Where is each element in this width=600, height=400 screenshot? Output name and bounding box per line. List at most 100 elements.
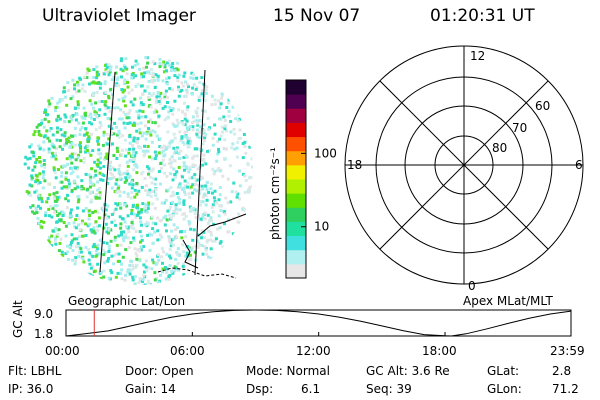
emission-pixel [94,254,98,258]
emission-pixel [42,220,46,224]
emission-pixel [156,229,160,233]
emission-pixel [230,190,234,194]
emission-pixel [196,106,200,110]
emission-pixel [183,230,187,233]
emission-pixel [75,112,79,116]
emission-pixel [60,250,64,254]
emission-pixel [200,76,204,79]
emission-pixel [79,250,83,254]
emission-pixel [238,184,242,188]
emission-pixel [59,218,63,222]
emission-pixel [40,225,44,229]
emission-pixel [140,72,144,76]
emission-pixel [174,228,177,232]
emission-pixel [132,147,136,151]
emission-pixel [41,170,45,174]
emission-pixel [148,175,152,179]
polar-diagonal [379,80,549,250]
emission-pixel [53,208,57,212]
emission-pixel [217,150,221,154]
emission-pixel [206,238,210,242]
emission-pixel [235,155,239,159]
emission-pixel [139,278,142,282]
emission-pixel [28,145,32,149]
emission-pixel [184,215,188,218]
emission-pixel [107,247,111,251]
emission-pixel [39,133,43,137]
emission-pixel [155,110,159,114]
emission-pixel [88,82,91,86]
emission-pixel [64,115,68,119]
emission-pixel [167,254,171,258]
emission-pixel [170,65,174,69]
emission-pixel [47,182,51,186]
emission-pixel [64,171,68,175]
emission-pixel [86,248,90,251]
emission-pixel [229,200,233,204]
glat-value: 2.8 [552,364,572,378]
emission-pixel [105,241,109,245]
emission-pixel [121,148,124,152]
emission-pixel [153,206,157,210]
emission-pixel [190,71,194,75]
emission-pixel [132,121,136,125]
emission-pixel [191,86,195,90]
dsp-label: Dsp: [246,382,274,396]
emission-pixel [250,165,253,169]
emission-pixel [168,205,172,209]
emission-pixel [207,221,210,225]
emission-pixel [56,214,60,217]
emission-pixel [138,67,141,71]
emission-pixel [138,249,142,253]
emission-pixel [209,238,213,242]
emission-pixel [239,136,243,140]
emission-pixel [136,122,140,126]
emission-pixel [91,93,95,97]
emission-pixel [204,194,208,198]
emission-pixel [139,121,143,125]
emission-pixel [188,165,192,169]
emission-pixel [203,245,207,249]
emission-pixel [217,167,221,170]
emission-pixel [95,114,99,118]
emission-pixel [140,208,144,212]
emission-pixel [88,251,92,255]
emission-pixel [55,118,59,122]
emission-pixel [182,187,186,191]
emission-pixel [185,245,189,248]
emission-pixel [170,238,174,242]
emission-pixel [139,146,142,150]
emission-pixel [115,65,118,69]
emission-pixel [135,110,139,114]
emission-pixel [193,147,197,151]
emission-pixel [78,228,82,232]
emission-pixel [117,186,120,190]
emission-pixel [101,206,105,210]
emission-pixel [124,248,128,252]
emission-pixel [106,106,110,110]
emission-pixel [186,139,190,143]
emission-pixel [79,128,82,132]
emission-pixel [44,110,48,114]
emission-pixel [97,216,101,220]
emission-pixel [158,273,162,277]
emission-pixel [136,82,140,86]
emission-pixel [141,93,145,96]
emission-pixel [171,271,175,275]
emission-pixel [172,193,176,197]
emission-pixel [94,128,98,132]
emission-pixel [174,257,178,261]
emission-pixel [146,149,150,153]
emission-pixel [185,82,189,86]
emission-pixel [98,171,102,175]
emission-pixel [64,234,68,238]
emission-pixel [129,241,133,245]
emission-pixel [73,126,77,130]
emission-pixel [58,145,62,149]
emission-pixel [160,146,164,149]
emission-pixel [182,217,186,221]
emission-pixel [56,115,60,118]
emission-pixel [162,154,166,158]
emission-pixel [124,57,128,61]
emission-pixel [85,148,89,152]
